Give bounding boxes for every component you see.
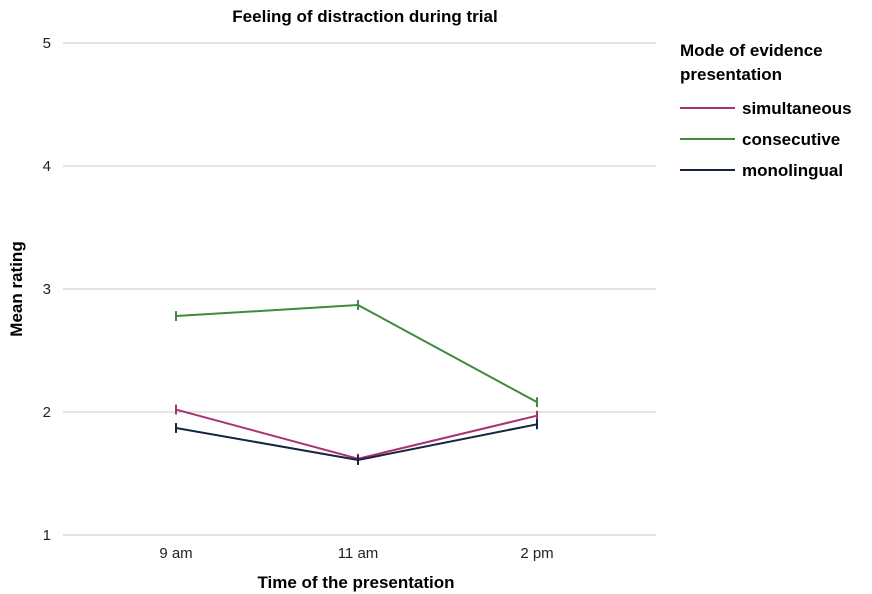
legend-label-monolingual: monolingual <box>742 161 843 180</box>
chart-title: Feeling of distraction during trial <box>232 7 497 26</box>
x-tick-labels: 9 am 11 am 2 pm <box>159 545 553 562</box>
series-line-consecutive <box>175 303 538 404</box>
y-tick-label-4: 4 <box>43 158 51 175</box>
series-consecutive <box>175 300 538 408</box>
legend-title-line-1: Mode of evidence <box>680 41 823 60</box>
series-group <box>175 300 538 465</box>
y-axis-title: Mean rating <box>7 241 26 336</box>
y-tick-label-3: 3 <box>43 281 51 298</box>
x-axis-title: Time of the presentation <box>257 573 454 592</box>
y-tick-label-1: 1 <box>43 527 51 544</box>
y-tick-label-2: 2 <box>43 404 51 421</box>
y-tick-labels: 1 2 3 4 5 <box>43 35 51 544</box>
legend-title-line-2: presentation <box>680 65 782 84</box>
gridlines <box>63 42 656 536</box>
x-tick-label-1: 11 am <box>338 545 379 562</box>
x-tick-label-2: 2 pm <box>520 545 553 562</box>
legend-items: simultaneous consecutive monolingual <box>680 99 852 180</box>
legend-label-consecutive: consecutive <box>742 130 840 149</box>
y-tick-label-5: 5 <box>43 35 51 52</box>
legend: Mode of evidence presentation simultaneo… <box>680 41 852 180</box>
series-monolingual <box>175 419 538 465</box>
legend-label-simultaneous: simultaneous <box>742 99 852 118</box>
x-tick-label-0: 9 am <box>159 545 192 562</box>
